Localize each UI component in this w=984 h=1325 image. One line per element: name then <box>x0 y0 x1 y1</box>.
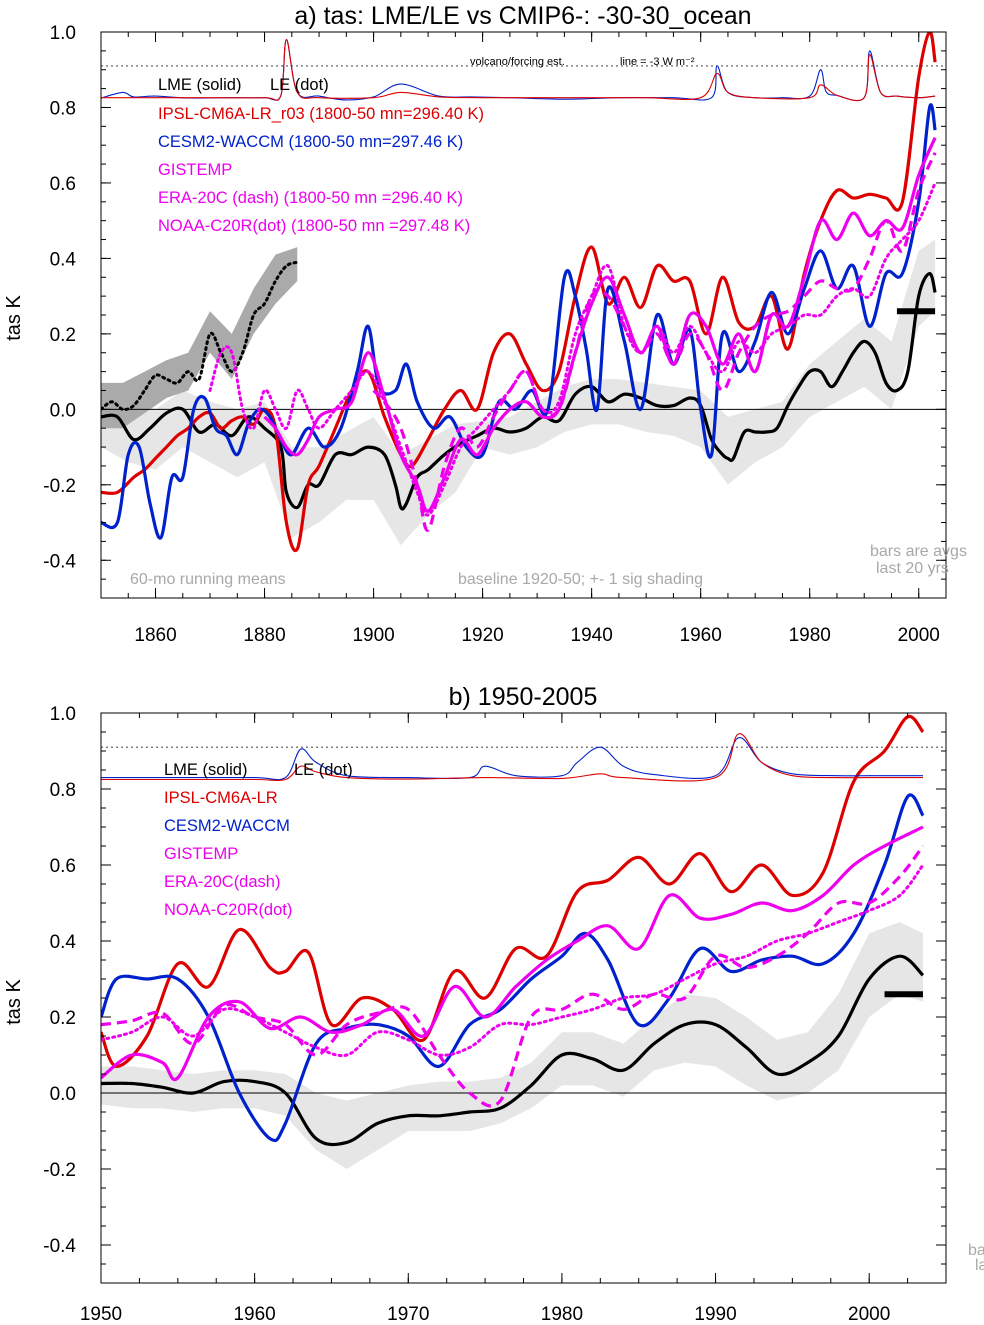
panel-b-chart: b) 1950-2005 tas K 1950 1960 1970 1980 1990 2… <box>3 683 984 1325</box>
panel-a-chart: a) tas: LME/LE vs CMIP6-: -30-30_ocean t… <box>3 2 967 646</box>
panel-b-legend-era20c: ERA-20C(dash) <box>164 873 280 891</box>
panel-a-series-line-6 <box>208 181 937 517</box>
panel-a-series-line-5 <box>372 152 937 532</box>
panel-a-x-tick-label: 1860 <box>134 625 176 646</box>
panel-a-legend-noaa: NOAA-C20R(dot) (1800-50 mn =297.48 K) <box>158 217 470 235</box>
panel-b-y-tick-label: 0.2 <box>50 1008 76 1029</box>
panel-b-legend-ipsl: IPSL-CM6A-LR <box>164 789 278 807</box>
panel-a-y-tick-label: -0.2 <box>43 476 76 497</box>
panel-b-series-line-3 <box>101 825 924 1082</box>
panel-a-y-tick-label: 0.0 <box>50 400 76 421</box>
panel-a-legend-cesm2: CESM2-WACCM (1800-50 mn=297.46 K) <box>158 133 463 151</box>
panel-a-legend-lme: LME (solid) <box>158 76 241 94</box>
panel-b-y-axis-label: tas K <box>3 979 25 1025</box>
panel-a-x-tick-label: 1940 <box>571 625 613 646</box>
panel-b-x-tick-label: 1960 <box>233 1304 275 1325</box>
panel-b-series-line-4 <box>101 845 925 1108</box>
panel-a-band-0 <box>101 239 936 546</box>
panel-a-series-line-8 <box>101 38 936 102</box>
panel-a-forcing-line-label: line = -3 W m⁻² <box>620 56 695 68</box>
panel-a-y-tick-label: 0.6 <box>50 174 76 195</box>
panel-a-legend-era20c: ERA-20C (dash) (1800-50 mn =296.40 K) <box>158 189 463 207</box>
panel-a-plot-area: 1860 1880 1900 1920 1940 1960 1980 2000 -0.4 -0.2… <box>43 23 947 646</box>
panel-a-legend-ipsl: IPSL-CM6A-LR_r03 (1800-50 mn=296.40 K) <box>158 105 484 123</box>
panel-b-title: b) 1950-2005 <box>449 683 598 711</box>
panel-b-last-note: la <box>975 1257 984 1274</box>
panel-b-series-line-5 <box>101 863 925 1058</box>
panel-b-y-tick-label: 1.0 <box>50 704 76 725</box>
panel-a-title: a) tas: LME/LE vs CMIP6-: -30-30_ocean <box>294 2 751 30</box>
panel-b-y-tick-label: -0.2 <box>43 1160 76 1181</box>
panel-a-series-group <box>101 32 946 553</box>
panel-b-series-group <box>101 714 946 1169</box>
panel-a-x-tick-label: 2000 <box>898 625 940 646</box>
panel-a-series-line-1 <box>101 260 299 411</box>
panel-b-x-tick-label: 1990 <box>694 1304 736 1325</box>
panel-b-series-line-0 <box>101 954 925 1147</box>
panel-a-y-tick-label: 0.8 <box>50 98 76 119</box>
panel-b-band-0 <box>101 922 923 1169</box>
panel-a-y-tick-label: 1.0 <box>50 23 76 44</box>
panel-b-x-tick-label: 1980 <box>541 1304 583 1325</box>
panel-b-plot-area: 1950 1960 1970 1980 1990 2000 -0.4 -0.2 0.0 0.2 0.… <box>43 704 947 1325</box>
panel-a-baseline-note: baseline 1920-50; +- 1 sig shading <box>458 571 703 588</box>
panel-b-y-tick-label: 0.0 <box>50 1084 76 1105</box>
panel-b-legend-lme: LME (solid) <box>164 761 247 779</box>
panel-a-y-axis-label: tas K <box>3 295 25 341</box>
panel-b-series-line-7 <box>101 733 923 782</box>
panel-a-bars-note: bars are avgs <box>870 543 967 560</box>
panel-b-x-tick-label: 1950 <box>80 1304 122 1325</box>
panel-b-y-tick-label: 0.6 <box>50 856 76 877</box>
panel-a-y-tick-label: 0.2 <box>50 325 76 346</box>
panel-a-y-tick-label: -0.4 <box>43 551 76 572</box>
panel-a-legend-gistemp: GISTEMP <box>158 161 232 179</box>
panel-b-x-tick-label: 1970 <box>387 1304 429 1325</box>
panel-a-x-tick-label: 1880 <box>243 625 285 646</box>
panel-b-y-tick-label: 0.4 <box>50 932 77 953</box>
panel-b-series-line-1 <box>101 714 925 1068</box>
panel-a-volcano-label: volcano/forcing est. <box>470 56 565 68</box>
panel-b-bars-note: ba <box>968 1242 984 1259</box>
panel-a-last20-note: last 20 yrs <box>876 560 949 577</box>
panel-a-y-tick-label: 0.4 <box>50 249 77 270</box>
panel-a-x-tick-label: 1960 <box>680 625 722 646</box>
panel-b-series-line-2 <box>101 793 925 1143</box>
panel-b-legend-cesm2: CESM2-WACCM <box>164 817 290 835</box>
panel-a-x-tick-label: 1900 <box>352 625 394 646</box>
panel-b-y-tick-label: 0.8 <box>50 780 76 801</box>
panel-a-x-tick-label: 1920 <box>461 625 503 646</box>
panel-b-legend-gistemp: GISTEMP <box>164 845 238 863</box>
panel-a-legend-le: LE (dot) <box>270 76 329 94</box>
panel-b-legend-noaa: NOAA-C20R(dot) <box>164 901 292 919</box>
panel-b-y-tick-label: -0.4 <box>43 1236 76 1257</box>
panel-a-running-means-note: 60-mo running means <box>130 571 286 588</box>
panel-b-x-tick-label: 2000 <box>848 1304 890 1325</box>
panel-a-x-tick-label: 1980 <box>789 625 831 646</box>
panel-b-legend-le: LE (dot) <box>294 761 353 779</box>
